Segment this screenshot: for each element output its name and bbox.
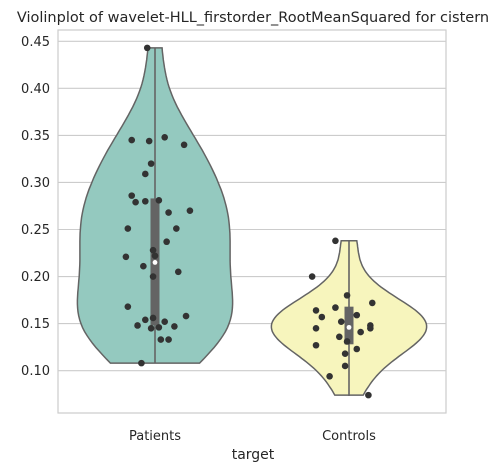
strip-point (312, 325, 320, 332)
strip-point (336, 333, 343, 341)
strip-point (149, 314, 157, 322)
strip-point (186, 207, 194, 214)
violins (76, 47, 428, 396)
strip-point (128, 192, 136, 199)
strip-point (151, 252, 159, 260)
box-median (152, 260, 158, 265)
strip-point (343, 292, 351, 299)
strip-point (353, 311, 361, 319)
strip-point (312, 341, 320, 349)
strip-point (353, 345, 361, 353)
plot-area (57, 29, 447, 414)
y-tick-label: 0.40 (21, 82, 50, 97)
strip-point (180, 141, 188, 149)
strip-point (326, 372, 333, 380)
y-tick-label: 0.30 (21, 176, 50, 191)
strip-point (165, 209, 172, 216)
strip-point (155, 324, 163, 331)
strip-point (357, 328, 364, 336)
strip-point (155, 197, 163, 204)
strip-point (161, 318, 168, 326)
strip-point (312, 307, 320, 314)
strip-point (171, 323, 178, 330)
strip-point (174, 268, 182, 276)
y-tick-label: 0.35 (21, 129, 50, 144)
strip-point (341, 362, 349, 370)
strip-point (341, 350, 349, 358)
strip-point (173, 225, 180, 232)
strip-point (308, 273, 316, 280)
strip-point (368, 299, 376, 307)
strip-point (182, 312, 190, 320)
strip-point (332, 304, 339, 311)
strip-point (142, 197, 149, 205)
x-axis-label: target (232, 447, 275, 463)
strip-point (124, 225, 132, 232)
strip-point (147, 325, 155, 332)
strip-point (161, 133, 168, 141)
strip-point (332, 237, 339, 245)
strip-point (149, 273, 157, 280)
x-tick-label: Controls (322, 429, 376, 444)
strip-point (124, 303, 132, 310)
strip-point (165, 336, 172, 343)
strip-point (318, 313, 326, 321)
strip-point (134, 322, 141, 329)
strip-point (142, 316, 149, 324)
y-tick-label: 0.15 (21, 317, 50, 332)
strip-point (122, 253, 130, 261)
strip-point (367, 325, 374, 332)
strip-point (142, 170, 149, 178)
strip-point (132, 198, 139, 206)
y-tick-label: 0.20 (21, 270, 50, 285)
strip-point (140, 262, 147, 270)
strip-point (143, 44, 151, 52)
y-tick-label: 0.25 (21, 223, 50, 238)
y-tick-label: 0.10 (21, 364, 50, 379)
box-median (346, 324, 352, 330)
x-tick-labels: Patients Controls (129, 429, 376, 444)
strip-point (138, 359, 145, 367)
chart-title: Violinplot of wavelet-HLL_firstorder_Roo… (17, 10, 489, 26)
strip-point (145, 137, 153, 145)
x-tick-label: Patients (129, 429, 181, 444)
strip-points (122, 44, 376, 399)
y-tick-labels: 0.10 0.15 0.20 0.25 0.30 0.35 0.40 0.45 (21, 35, 50, 379)
box-plots (150, 47, 354, 397)
strip-point (149, 246, 157, 254)
y-tick-label: 0.45 (21, 35, 50, 50)
strip-point (365, 391, 372, 399)
strip-point (147, 160, 155, 167)
strip-point (343, 338, 351, 345)
strip-point (157, 336, 165, 343)
strip-point (128, 136, 136, 144)
strip-point (163, 238, 170, 246)
strip-point (337, 318, 345, 326)
